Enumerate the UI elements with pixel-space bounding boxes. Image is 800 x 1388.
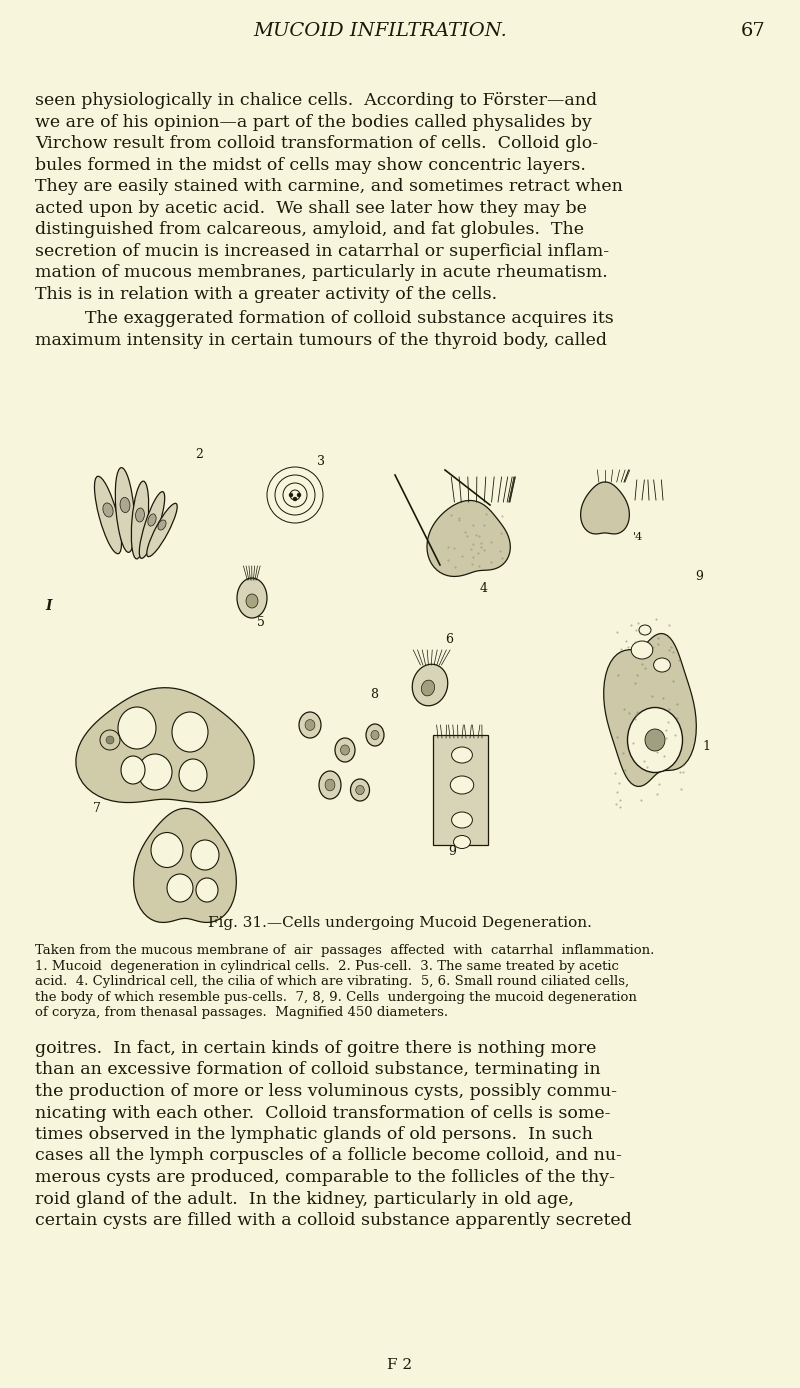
Text: Taken from the mucous membrane of  air  passages  affected  with  catarrhal  inf: Taken from the mucous membrane of air pa…	[35, 944, 654, 956]
Circle shape	[293, 497, 297, 501]
Text: mation of mucous membranes, particularly in acute rheumatism.: mation of mucous membranes, particularly…	[35, 264, 608, 280]
Text: 9: 9	[695, 570, 703, 583]
Ellipse shape	[422, 680, 434, 695]
Polygon shape	[134, 808, 236, 923]
Ellipse shape	[325, 779, 335, 791]
Ellipse shape	[335, 738, 355, 762]
Text: nicating with each other.  Colloid transformation of cells is some-: nicating with each other. Colloid transf…	[35, 1105, 610, 1122]
Ellipse shape	[450, 776, 474, 794]
Text: seen physiologically in chalice cells.  According to Förster—and: seen physiologically in chalice cells. A…	[35, 92, 597, 110]
Ellipse shape	[158, 520, 166, 530]
Ellipse shape	[146, 504, 178, 557]
Ellipse shape	[167, 874, 193, 902]
Text: MUCOID INFILTRATION.: MUCOID INFILTRATION.	[253, 22, 507, 40]
Ellipse shape	[179, 759, 207, 791]
FancyBboxPatch shape	[433, 736, 488, 845]
Text: 4: 4	[480, 582, 488, 595]
Text: of coryza, from the​nasal passages.  Magnified 450 diameters.: of coryza, from the​nasal passages. Magn…	[35, 1006, 448, 1019]
Text: '4: '4	[633, 532, 643, 541]
Ellipse shape	[454, 836, 470, 848]
Text: The exaggerated formation of colloid substance acquires its: The exaggerated formation of colloid sub…	[63, 310, 614, 328]
Text: maximum intensity in certain tumours of the thyroid body, called: maximum intensity in certain tumours of …	[35, 332, 607, 348]
Ellipse shape	[237, 577, 267, 618]
Text: Fig. 31.—Cells undergoing Mucoid Degeneration.: Fig. 31.—Cells undergoing Mucoid Degener…	[208, 916, 592, 930]
Text: acted upon by acetic acid.  We shall see later how they may be: acted upon by acetic acid. We shall see …	[35, 200, 587, 217]
Text: than an excessive formation of colloid substance, terminating in: than an excessive formation of colloid s…	[35, 1062, 601, 1078]
Ellipse shape	[654, 658, 670, 672]
Text: 9: 9	[448, 845, 456, 858]
Text: I: I	[45, 600, 51, 613]
Ellipse shape	[350, 779, 370, 801]
Ellipse shape	[115, 468, 134, 552]
Text: merous cysts are produced, comparable to the follicles of the thy-: merous cysts are produced, comparable to…	[35, 1169, 615, 1185]
Ellipse shape	[305, 719, 315, 730]
Ellipse shape	[627, 708, 682, 773]
Ellipse shape	[135, 508, 145, 522]
Ellipse shape	[120, 497, 130, 512]
Ellipse shape	[121, 756, 145, 784]
Polygon shape	[427, 501, 510, 576]
Ellipse shape	[191, 840, 219, 870]
Ellipse shape	[371, 730, 379, 740]
Text: we are of his opinion—a part of the bodies called physalides by: we are of his opinion—a part of the bodi…	[35, 114, 592, 130]
Ellipse shape	[118, 706, 156, 750]
Text: 5: 5	[257, 616, 265, 629]
Polygon shape	[76, 687, 254, 802]
Ellipse shape	[138, 754, 172, 790]
Text: 67: 67	[740, 22, 765, 40]
Text: 3: 3	[317, 455, 325, 468]
Text: 1: 1	[702, 740, 710, 754]
Ellipse shape	[246, 594, 258, 608]
Text: 2: 2	[195, 448, 203, 461]
Polygon shape	[604, 633, 696, 787]
Ellipse shape	[139, 491, 165, 558]
Text: the body of which resemble pus-cells.  7, 8, 9. Cells  undergoing the mucoid deg: the body of which resemble pus-cells. 7,…	[35, 991, 637, 1004]
Ellipse shape	[94, 476, 122, 554]
Text: the production of more or less voluminous cysts, possibly commu-: the production of more or less voluminou…	[35, 1083, 617, 1101]
Text: goitres.  In fact, in certain kinds of goitre there is nothing more: goitres. In fact, in certain kinds of go…	[35, 1040, 596, 1058]
Ellipse shape	[631, 641, 653, 659]
Ellipse shape	[451, 812, 472, 829]
Ellipse shape	[172, 712, 208, 752]
Text: 6: 6	[445, 633, 453, 645]
Ellipse shape	[131, 482, 149, 559]
Ellipse shape	[366, 725, 384, 745]
Polygon shape	[581, 482, 630, 534]
Text: acid.  4. Cylindrical cell, the cilia of which are vibrating.  5, 6. Small round: acid. 4. Cylindrical cell, the cilia of …	[35, 974, 629, 988]
Text: times observed in the lymphatic glands of old persons.  In such: times observed in the lymphatic glands o…	[35, 1126, 593, 1142]
Ellipse shape	[645, 729, 665, 751]
Text: 1. Mucoid  degeneration in cylindrical cells.  2. Pus-cell.  3. The same treated: 1. Mucoid degeneration in cylindrical ce…	[35, 959, 619, 973]
Ellipse shape	[196, 879, 218, 902]
Text: certain cysts are filled with a colloid substance apparently secreted: certain cysts are filled with a colloid …	[35, 1212, 632, 1228]
Ellipse shape	[451, 747, 472, 763]
Text: bules formed in the midst of cells may show concentric layers.: bules formed in the midst of cells may s…	[35, 157, 586, 174]
Ellipse shape	[639, 625, 651, 634]
Text: Virchow result from colloid transformation of cells.  Colloid glo-: Virchow result from colloid transformati…	[35, 135, 598, 153]
Text: roid gland of the adult.  In the kidney, particularly in old age,: roid gland of the adult. In the kidney, …	[35, 1191, 574, 1208]
Ellipse shape	[341, 745, 350, 755]
Ellipse shape	[299, 712, 321, 738]
Ellipse shape	[148, 514, 156, 526]
Text: F 2: F 2	[387, 1357, 413, 1371]
Ellipse shape	[319, 770, 341, 799]
Ellipse shape	[103, 502, 113, 518]
Text: They are easily stained with carmine, and sometimes retract when: They are easily stained with carmine, an…	[35, 178, 623, 194]
Ellipse shape	[151, 833, 183, 868]
Text: distinguished from calcareous, amyloid, and fat globules.  The: distinguished from calcareous, amyloid, …	[35, 221, 584, 237]
Text: secretion of mucin is increased in catarrhal or superficial inflam-: secretion of mucin is increased in catar…	[35, 243, 609, 260]
Text: cases all the lymph corpuscles of a follicle become colloid, and nu-: cases all the lymph corpuscles of a foll…	[35, 1148, 622, 1165]
Text: 7: 7	[93, 802, 101, 815]
Ellipse shape	[412, 665, 448, 705]
Circle shape	[297, 493, 301, 497]
Text: 8: 8	[370, 688, 378, 701]
Circle shape	[106, 736, 114, 744]
Ellipse shape	[356, 786, 364, 794]
Text: This is in relation with a greater activity of the cells.: This is in relation with a greater activ…	[35, 286, 497, 303]
Circle shape	[289, 493, 293, 497]
